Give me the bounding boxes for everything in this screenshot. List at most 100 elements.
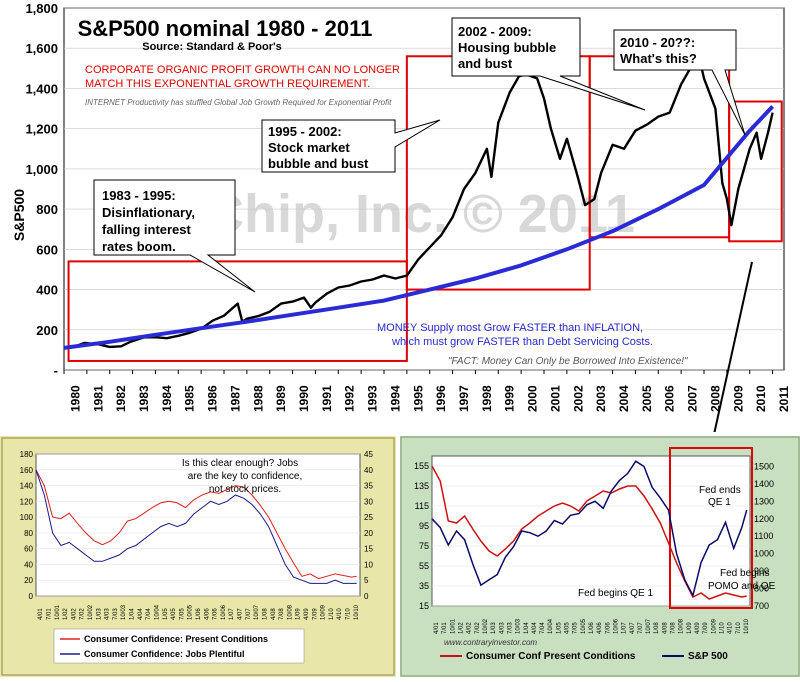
profit-notice-line1: CORPORATE ORGANIC PROFIT GROWTH CAN NO L… bbox=[85, 64, 400, 76]
cs-right-tick: 1500 bbox=[754, 461, 774, 471]
cs-highlight-box bbox=[669, 447, 753, 609]
main-y-tick: 1,200 bbox=[25, 122, 58, 137]
fact-note: "FACT: Money Can Only be Borrowed Into E… bbox=[448, 356, 688, 367]
main-x-tick: 1982 bbox=[114, 385, 128, 412]
callout-1983-1995-line4: rates boom. bbox=[102, 239, 176, 254]
main-y-tick: - bbox=[54, 363, 58, 378]
y-axis-label: S&P500 bbox=[11, 189, 27, 241]
main-x-tick: 2009 bbox=[731, 385, 745, 412]
cc-x-tick: 4/01 bbox=[38, 608, 44, 620]
cs-x-tick: 10/07 bbox=[646, 618, 652, 634]
callout-2010: 2010 - 20??: What's this? bbox=[613, 29, 746, 136]
main-y-tick: 800 bbox=[36, 202, 58, 217]
callout-1983-1995-line2: Disinflationary, bbox=[102, 205, 195, 220]
cs-left-tick: 15 bbox=[419, 601, 429, 611]
cs-left-tick: 55 bbox=[419, 561, 429, 571]
cs-right-tick: 800 bbox=[754, 584, 769, 594]
main-x-tick: 1981 bbox=[91, 385, 105, 412]
cs-x-tick: 10/03 bbox=[516, 618, 522, 634]
cs-x-tick: 7/07 bbox=[638, 622, 644, 634]
main-x-tick: 1987 bbox=[228, 385, 242, 412]
main-annotation-box bbox=[67, 260, 408, 362]
money-trend-line bbox=[63, 105, 775, 350]
cc-legend-jobs: Consumer Confidence: Jobs Plentiful bbox=[84, 649, 245, 659]
cc-present-conditions-line bbox=[35, 469, 357, 580]
callout-2010-line1: 2010 - 20??: bbox=[620, 35, 695, 50]
main-x-tick: 1988 bbox=[251, 385, 265, 412]
cc-x-tick: 10/03 bbox=[121, 604, 127, 620]
cs-right-tick: 1100 bbox=[754, 531, 773, 541]
cs-x-tick: 7/10 bbox=[736, 622, 742, 634]
cc-x-tick: 7/01 bbox=[46, 608, 52, 620]
main-y-tick: 1,000 bbox=[25, 162, 58, 177]
cc-left-tick: 40 bbox=[24, 560, 33, 569]
cs-x-tick: 1/06 bbox=[589, 622, 595, 634]
cc-legend-present: Consumer Confidence: Present Conditions bbox=[84, 634, 268, 644]
cs-x-tick: 10/02 bbox=[483, 618, 489, 634]
cc-x-tick: 7/08 bbox=[279, 608, 285, 620]
cc-x-tick: 1/05 bbox=[163, 608, 169, 620]
cs-x-tick: 4/10 bbox=[728, 622, 734, 634]
cs-x-tick: 1/07 bbox=[622, 622, 628, 634]
cs-x-tick: 1/02 bbox=[459, 622, 465, 634]
cs-right-tick: 1300 bbox=[754, 496, 774, 506]
main-x-tick: 1994 bbox=[388, 385, 402, 412]
cs-confidence-line bbox=[431, 465, 747, 600]
cc-legend bbox=[53, 628, 305, 664]
cs-x-tick: 4/03 bbox=[499, 622, 505, 634]
cs-legend-sp500: S&P 500 bbox=[688, 651, 728, 662]
cc-right-tick: 5 bbox=[364, 576, 369, 585]
main-x-tick: 2006 bbox=[663, 385, 677, 412]
main-title: S&P500 nominal 1980 - 2011 bbox=[78, 16, 373, 41]
callout-1995-2002-line1: 1995 - 2002: bbox=[268, 124, 342, 139]
cc-x-tick: 1/08 bbox=[262, 608, 268, 620]
main-x-tick: 1984 bbox=[160, 385, 174, 412]
main-x-tick: 1989 bbox=[274, 385, 288, 412]
main-x-tick: 1992 bbox=[343, 385, 357, 412]
profit-notice-line2: MATCH THIS EXPONENTIAL GROWTH REQUIREMEN… bbox=[85, 78, 370, 90]
cc-x-tick: 1/07 bbox=[229, 608, 235, 620]
callout-1983-1995-line3: falling interest bbox=[102, 222, 192, 237]
money-note-line2: which must grow FASTER than Debt Servici… bbox=[391, 336, 653, 348]
cc-left-tick: 60 bbox=[24, 545, 33, 554]
main-x-tick: 2008 bbox=[708, 385, 722, 412]
internet-note: INTERNET Productivity has stuffled Globa… bbox=[85, 98, 392, 107]
callout-2002-2009: 2002 - 2009: Housing bubble and bust bbox=[451, 17, 646, 111]
cc-left-tick: 0 bbox=[29, 592, 34, 601]
cc-note-line1: Is this clear enough? Jobs bbox=[182, 458, 298, 469]
main-x-tick: 1985 bbox=[183, 385, 197, 412]
cs-x-tick: 10/08 bbox=[679, 618, 685, 634]
cc-right-tick: 0 bbox=[364, 592, 369, 601]
cs-right-tick: 700 bbox=[754, 601, 769, 611]
callout-1995-2002-line3: bubble and bust bbox=[268, 156, 369, 171]
cc-x-tick: 4/07 bbox=[238, 608, 244, 620]
main-x-tick: 2010 bbox=[754, 385, 768, 412]
cs-x-tick: 4/07 bbox=[630, 622, 636, 634]
cc-x-tick: 4/05 bbox=[171, 608, 177, 620]
main-source: Source: Standard & Poor's bbox=[142, 41, 282, 53]
main-x-tick: 2003 bbox=[594, 385, 608, 412]
cc-x-tick: 4/02 bbox=[71, 608, 77, 620]
main-x-tick: 1999 bbox=[503, 385, 517, 412]
cc-x-tick: 10/02 bbox=[88, 604, 94, 620]
main-x-tick: 2007 bbox=[686, 385, 700, 412]
cc-left-tick: 80 bbox=[24, 529, 33, 538]
cc-x-tick: 10/08 bbox=[287, 604, 293, 620]
cs-x-tick: 1/04 bbox=[524, 622, 530, 634]
cs-right-tick: 1400 bbox=[754, 479, 774, 489]
cc-right-tick: 25 bbox=[364, 513, 373, 522]
cc-x-tick: 10/06 bbox=[221, 604, 227, 620]
cs-x-tick: 1/05 bbox=[556, 622, 562, 634]
cc-left-tick: 120 bbox=[20, 497, 34, 506]
cs-left-tick: 35 bbox=[419, 581, 429, 591]
cs-left-tick: 155 bbox=[414, 461, 429, 471]
cc-x-tick: 10/01 bbox=[55, 604, 61, 620]
cs-x-tick: 4/05 bbox=[565, 622, 571, 634]
cs-note-fed-ends-line1: Fed ends bbox=[699, 485, 741, 496]
cc-x-tick: 10/09 bbox=[321, 604, 327, 620]
callout-2002-2009-line2: Housing bubble bbox=[458, 40, 556, 55]
cc-x-tick: 10/04 bbox=[154, 604, 160, 620]
callout-2010-line2: What's this? bbox=[620, 51, 697, 66]
main-chart-panel: Chip, Inc. © 2011 - 200 400 600 800 1,000 1,20… bbox=[11, 1, 791, 499]
cs-x-tick: 4/06 bbox=[597, 622, 603, 634]
